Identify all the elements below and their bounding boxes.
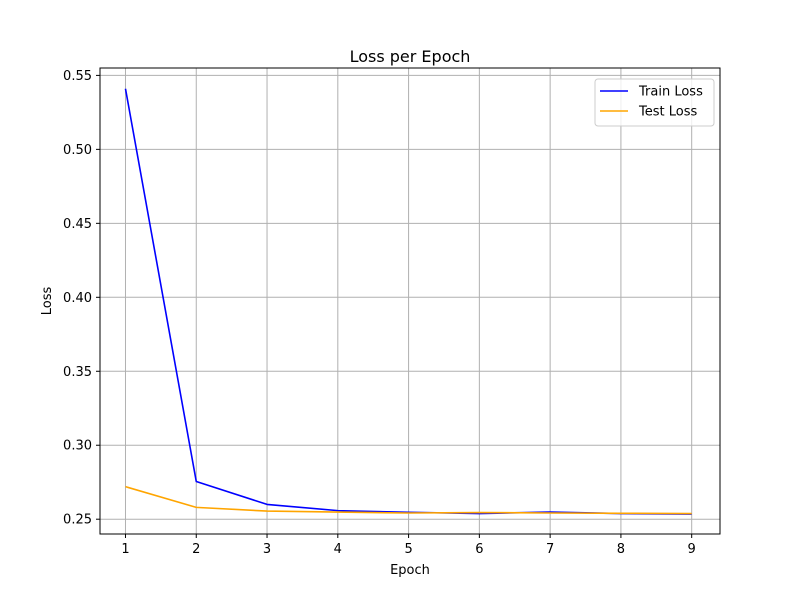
plot-frame xyxy=(99,67,721,535)
y-tick-label: 0.50 xyxy=(63,143,92,158)
y-tick-label: 0.35 xyxy=(63,365,92,380)
y-tick-label: 0.30 xyxy=(63,439,92,454)
y-tick-label: 0.45 xyxy=(63,217,92,232)
x-tick-label: 8 xyxy=(617,542,625,557)
x-tick-label: 1 xyxy=(121,542,129,557)
grid xyxy=(100,68,720,534)
x-axis-label: Epoch xyxy=(390,563,430,578)
y-tick-label: 0.40 xyxy=(63,291,92,306)
y-tick-label: 0.25 xyxy=(63,513,92,528)
legend-label-test-loss: Test Loss xyxy=(638,105,697,120)
x-tick-label: 7 xyxy=(546,542,554,557)
x-tick-label: 9 xyxy=(688,542,696,557)
x-tick-label: 2 xyxy=(192,542,200,557)
x-tick-label: 5 xyxy=(404,542,412,557)
y-axis-ticks: 0.25 0.30 0.35 0.40 0.45 0.50 0.55 xyxy=(63,69,100,528)
x-axis-ticks: 1 2 3 4 5 6 7 8 9 xyxy=(121,534,696,557)
legend-label-train-loss: Train Loss xyxy=(638,85,703,100)
x-tick-label: 4 xyxy=(334,542,342,557)
series-layer xyxy=(124,88,692,515)
x-tick-label: 6 xyxy=(475,542,483,557)
chart-title: Loss per Epoch xyxy=(350,47,471,66)
legend: Train Loss Test Loss xyxy=(594,78,715,127)
y-tick-label: 0.55 xyxy=(63,69,92,84)
x-tick-label: 3 xyxy=(263,542,271,557)
y-axis-label: Loss xyxy=(40,287,55,316)
